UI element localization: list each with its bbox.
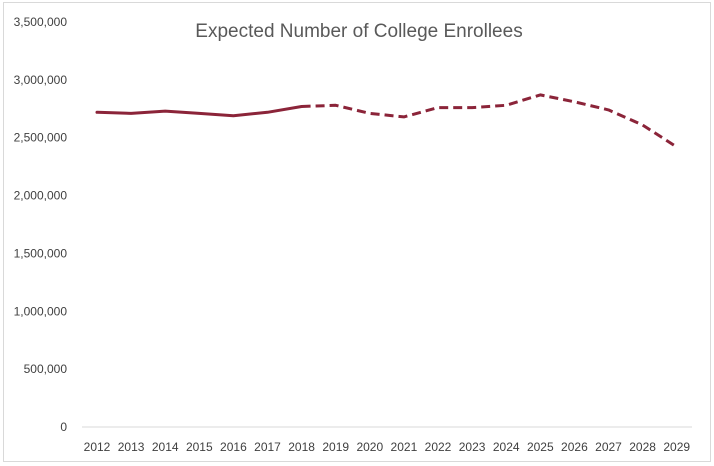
y-tick-label: 1,500,000 [14,246,68,260]
y-tick-label: 3,500,000 [14,15,68,29]
x-tick-label: 2026 [561,440,588,454]
series-line-actual [95,105,304,118]
x-tick-label: 2015 [186,440,213,454]
x-tick-label: 2019 [322,440,349,454]
y-tick-label: 500,000 [24,362,68,376]
x-tick-label: 2021 [391,440,418,454]
x-tick-label: 2017 [254,440,281,454]
y-tick-label: 2,000,000 [14,189,68,203]
series-line-projected [301,93,678,149]
x-tick-label: 2022 [425,440,452,454]
x-tick-label: 2029 [663,440,690,454]
y-tick-label: 1,000,000 [14,304,68,318]
x-tick-label: 2020 [356,440,383,454]
chart-title: Expected Number of College Enrollees [195,21,522,42]
x-tick-label: 2013 [118,440,145,454]
x-tick-label: 2025 [527,440,554,454]
x-tick-label: 2024 [493,440,520,454]
y-axis: 0 500,000 1,000,000 1,500,000 2,000,000 2,500… [14,15,68,434]
y-tick-label: 0 [60,420,67,434]
x-axis: 2012 2013 2014 2015 2016 2017 2018 2019 2020 2021… [84,440,691,454]
x-tick-label: 2012 [84,440,111,454]
y-tick-label: 3,000,000 [14,73,68,87]
x-tick-label: 2027 [595,440,622,454]
series-group [95,93,678,149]
x-tick-label: 2018 [288,440,315,454]
x-tick-label: 2028 [629,440,656,454]
x-tick-label: 2023 [459,440,486,454]
x-tick-label: 2016 [220,440,247,454]
y-tick-label: 2,500,000 [14,131,68,145]
chart-frame [3,2,711,462]
x-tick-label: 2014 [152,440,179,454]
